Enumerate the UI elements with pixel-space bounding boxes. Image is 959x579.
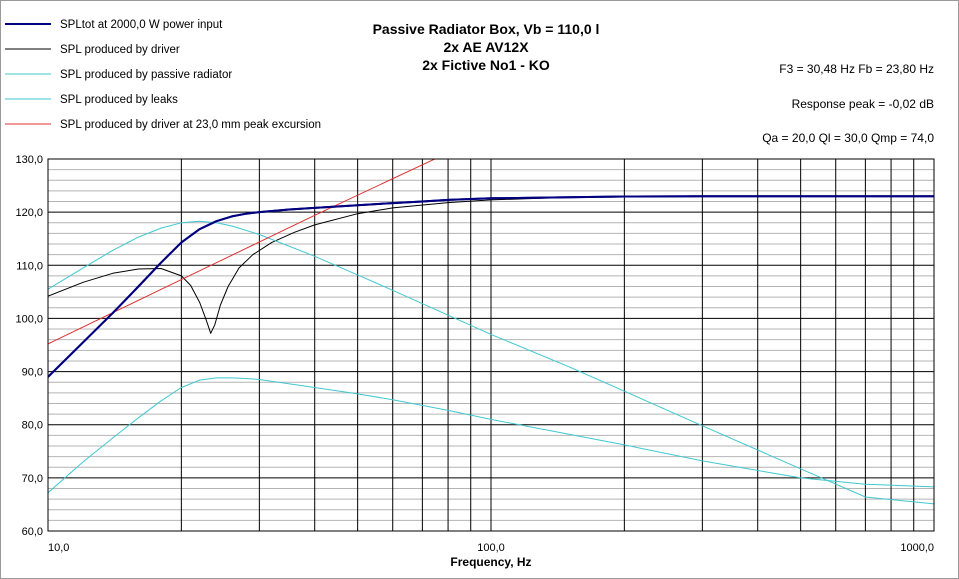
y-tick-label: 110,0 bbox=[16, 260, 43, 272]
y-tick-label: 130,0 bbox=[15, 154, 43, 166]
stats-panel: F3 = 30,48 Hz Fb = 23,80 Hz Response pea… bbox=[762, 62, 934, 145]
y-tick-label: 60,0 bbox=[22, 526, 43, 538]
legend: SPLtot at 2000,0 W power input SPL produ… bbox=[5, 19, 321, 131]
plot-grid bbox=[48, 159, 934, 531]
legend-label-passive-radiator: SPL produced by passive radiator bbox=[60, 69, 232, 81]
x-tick-label: 10,0 bbox=[48, 542, 69, 554]
chart-title-line-1: Passive Radiator Box, Vb = 110,0 l bbox=[373, 21, 600, 37]
series-line-total-overlay bbox=[48, 195, 934, 378]
plot-series bbox=[48, 159, 934, 505]
y-tick-label: 80,0 bbox=[22, 420, 43, 432]
chart-title-line-3: 2x Fictive No1 - KO bbox=[422, 57, 550, 73]
legend-label-total: SPLtot at 2000,0 W power input bbox=[60, 19, 223, 31]
legend-label-excursion: SPL produced by driver at 23,0 mm peak e… bbox=[60, 119, 321, 131]
x-tick-label: 1000,0 bbox=[900, 542, 934, 554]
stat-response-peak: Response peak = -0,02 dB bbox=[792, 97, 934, 111]
y-tick-label: 90,0 bbox=[22, 367, 43, 379]
series-line-2 bbox=[48, 220, 934, 505]
stat-f3-fb: F3 = 30,48 Hz Fb = 23,80 Hz bbox=[779, 62, 934, 76]
x-axis-label: Frequency, Hz bbox=[450, 555, 531, 569]
series-line-4 bbox=[48, 159, 436, 345]
legend-label-driver: SPL produced by driver bbox=[60, 44, 180, 56]
stat-q-factors: Qa = 20,0 Ql = 30,0 Qmp = 74,0 bbox=[762, 131, 934, 145]
y-tick-label: 100,0 bbox=[15, 313, 43, 325]
legend-label-leaks: SPL produced by leaks bbox=[60, 94, 178, 106]
plot-border bbox=[47, 158, 935, 532]
series-line-3 bbox=[48, 377, 934, 494]
y-tick-label: 120,0 bbox=[15, 207, 43, 219]
chart-title-line-2: 2x AE AV12X bbox=[443, 39, 529, 55]
axis-ticks: 60,0 70,0 80,0 90,0 100,0 110,0 120,0 130,0 10,0… bbox=[15, 154, 934, 554]
y-tick-label: 70,0 bbox=[22, 473, 43, 485]
x-tick-label: 100,0 bbox=[477, 542, 505, 554]
